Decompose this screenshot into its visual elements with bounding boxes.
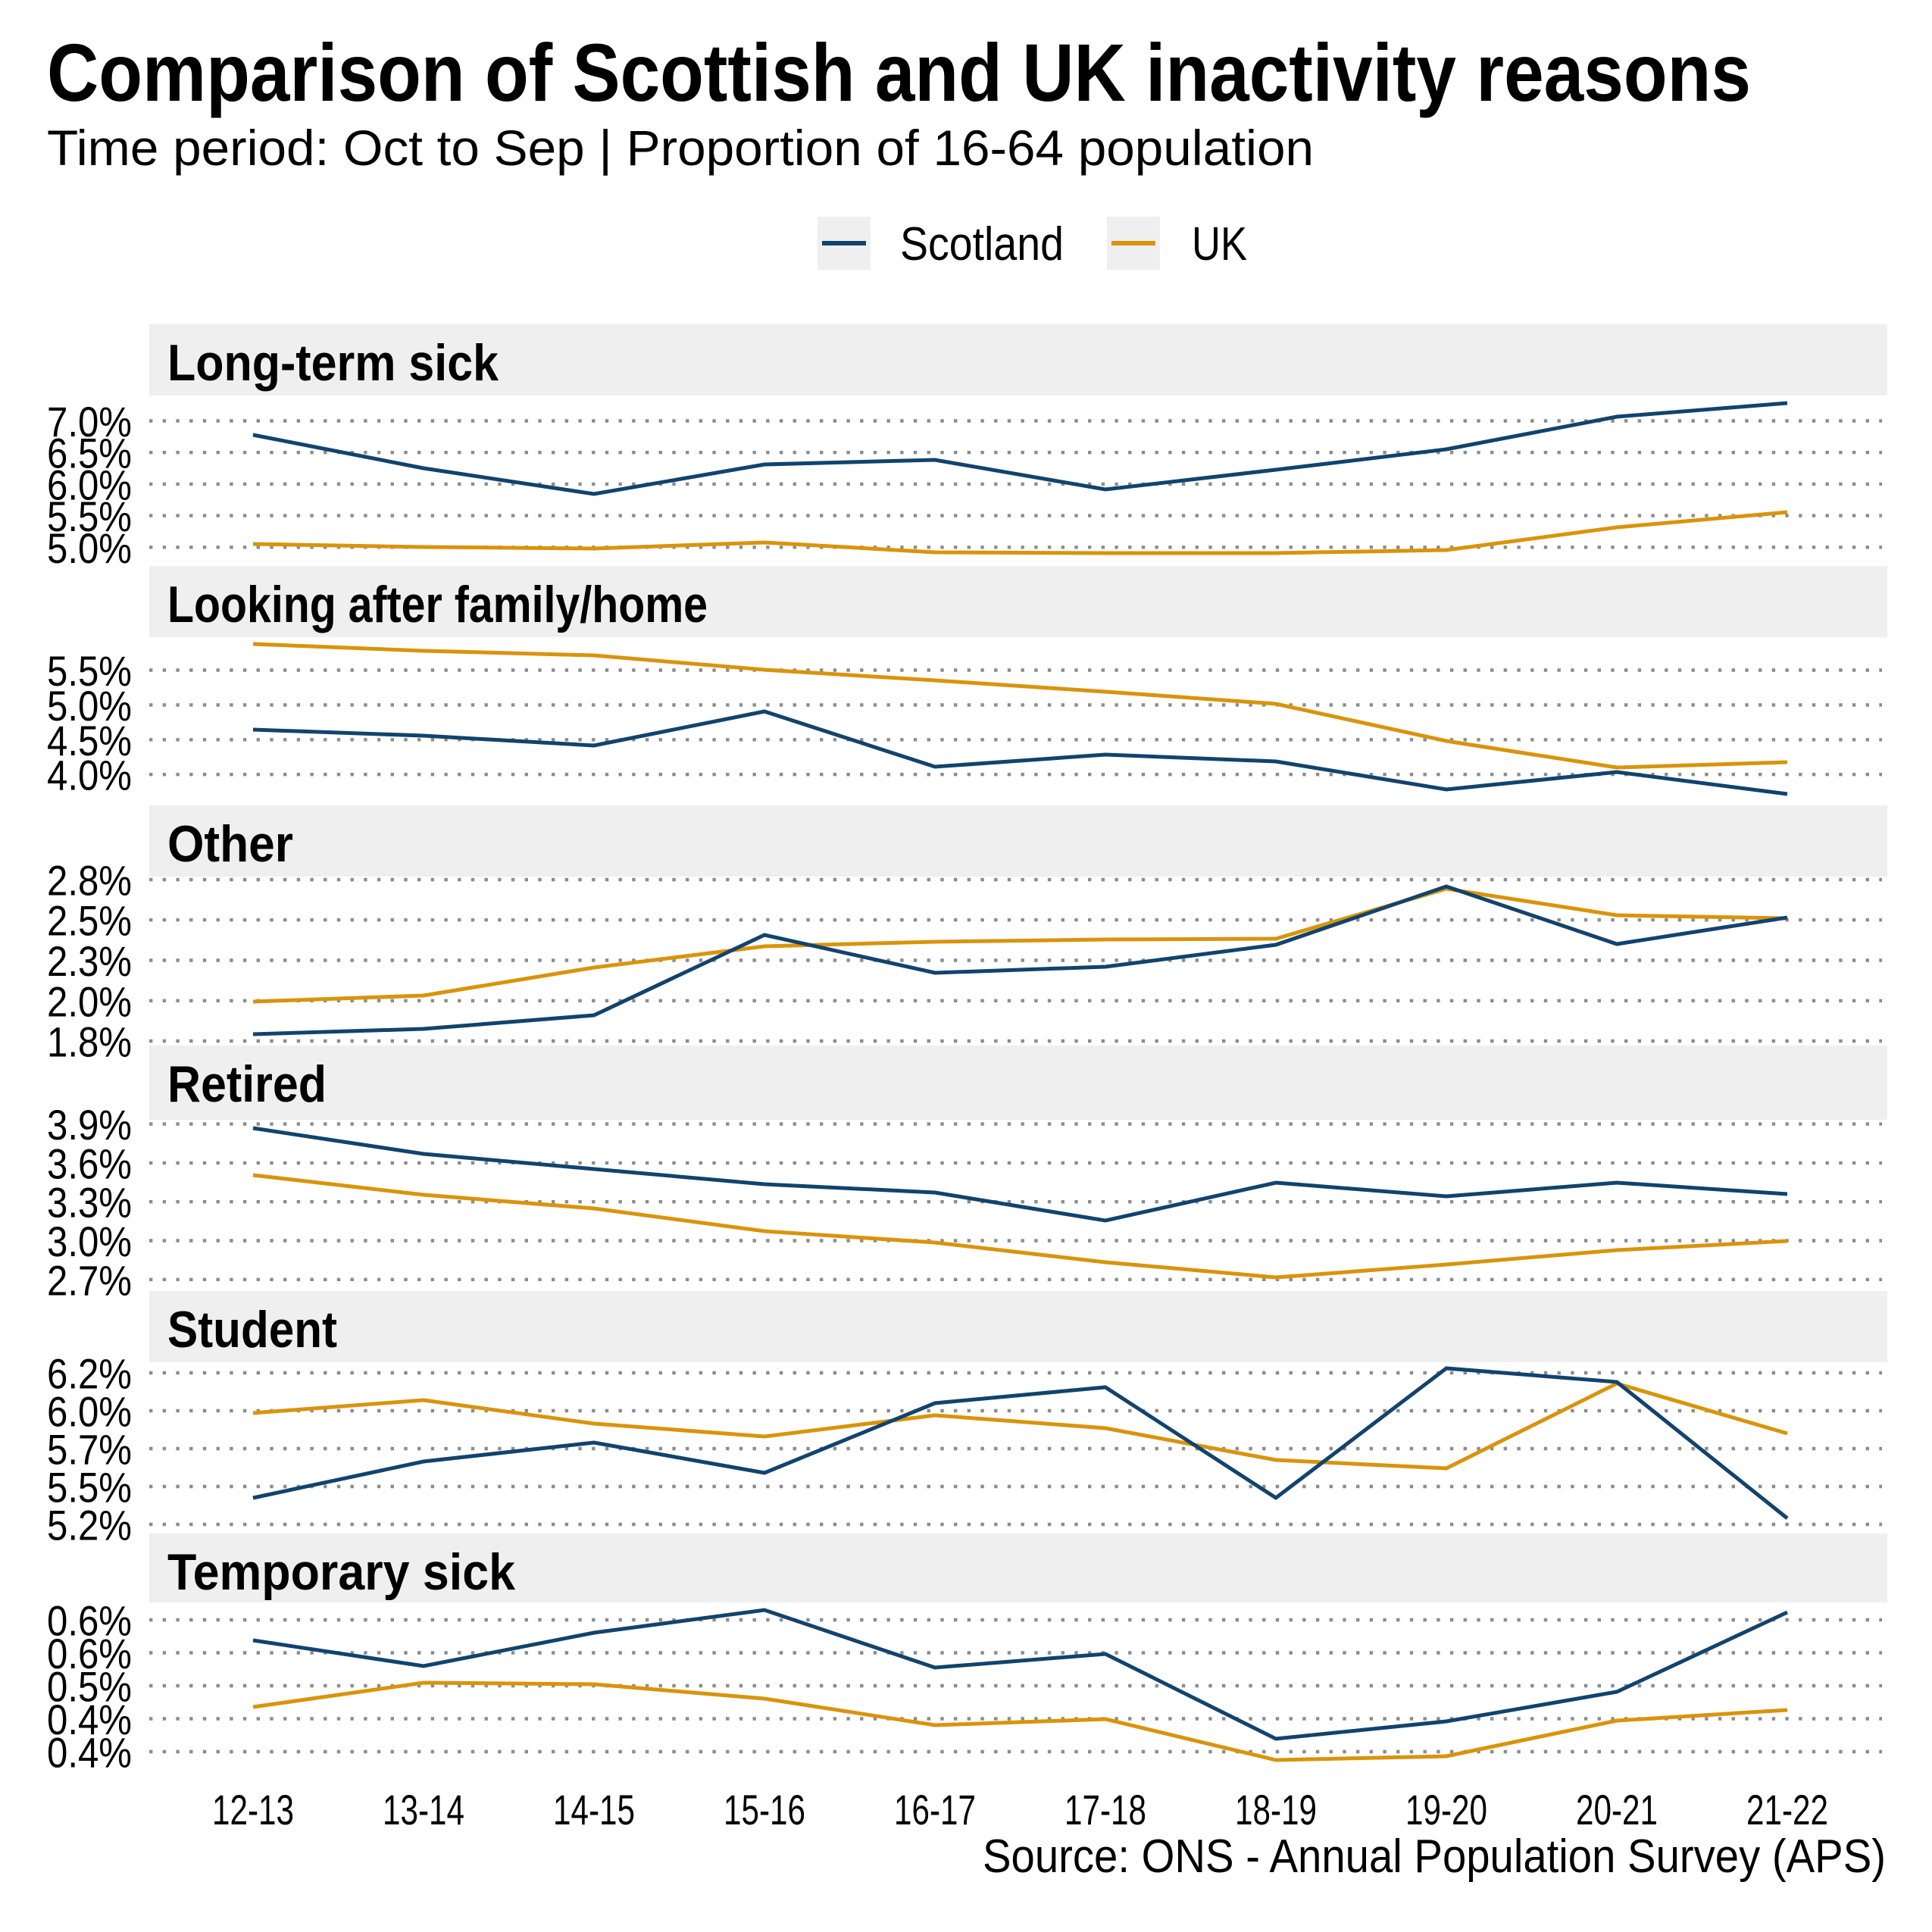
svg-text:5.0%: 5.0% [47, 524, 132, 572]
svg-text:Looking after family/home: Looking after family/home [167, 576, 708, 633]
svg-text:3.0%: 3.0% [47, 1218, 132, 1265]
svg-text:6.0%: 6.0% [47, 461, 132, 508]
svg-text:UK: UK [1192, 218, 1247, 270]
svg-text:5.0%: 5.0% [47, 682, 132, 730]
svg-text:Long-term sick: Long-term sick [167, 334, 499, 392]
svg-text:5.5%: 5.5% [47, 492, 132, 540]
svg-text:3.3%: 3.3% [47, 1179, 132, 1227]
svg-text:20-21: 20-21 [1576, 1786, 1658, 1834]
svg-text:Comparison of Scottish and UK: Comparison of Scottish and UK inactivity… [47, 27, 1751, 118]
svg-text:Scotland: Scotland [900, 218, 1064, 270]
svg-text:2.5%: 2.5% [47, 897, 132, 945]
svg-text:3.9%: 3.9% [47, 1101, 132, 1149]
svg-text:21-22: 21-22 [1746, 1786, 1828, 1834]
svg-text:14-15: 14-15 [553, 1786, 635, 1834]
svg-text:18-19: 18-19 [1235, 1786, 1317, 1834]
svg-text:5.2%: 5.2% [47, 1502, 132, 1549]
svg-text:7.0%: 7.0% [47, 398, 132, 445]
svg-text:0.6%: 0.6% [47, 1597, 132, 1645]
svg-text:16-17: 16-17 [894, 1786, 976, 1834]
svg-text:0.6%: 0.6% [47, 1630, 132, 1677]
svg-text:17-18: 17-18 [1064, 1786, 1146, 1834]
svg-text:Time period: Oct to Sep | Prop: Time period: Oct to Sep | Proportion of … [47, 120, 1314, 176]
svg-text:5.7%: 5.7% [47, 1426, 132, 1474]
svg-text:2.8%: 2.8% [47, 857, 132, 905]
svg-text:0.4%: 0.4% [47, 1729, 132, 1777]
svg-text:13-14: 13-14 [383, 1786, 464, 1834]
svg-text:Retired: Retired [167, 1055, 327, 1113]
svg-text:12-13: 12-13 [212, 1786, 294, 1834]
svg-text:3.6%: 3.6% [47, 1140, 132, 1187]
svg-text:19-20: 19-20 [1405, 1786, 1487, 1834]
svg-text:4.5%: 4.5% [47, 717, 132, 764]
svg-text:2.0%: 2.0% [47, 977, 132, 1025]
svg-text:5.5%: 5.5% [47, 1464, 132, 1512]
svg-text:0.5%: 0.5% [47, 1663, 132, 1711]
svg-text:2.3%: 2.3% [47, 937, 132, 985]
svg-text:0.4%: 0.4% [47, 1696, 132, 1743]
svg-text:15-16: 15-16 [724, 1786, 805, 1834]
svg-text:6.5%: 6.5% [47, 430, 132, 477]
svg-text:6.0%: 6.0% [47, 1388, 132, 1436]
svg-text:Temporary sick: Temporary sick [167, 1543, 515, 1601]
svg-text:1.8%: 1.8% [47, 1018, 132, 1066]
svg-text:6.2%: 6.2% [47, 1350, 132, 1398]
svg-text:4.0%: 4.0% [47, 752, 132, 799]
svg-text:Other: Other [167, 815, 293, 873]
svg-text:5.5%: 5.5% [47, 647, 132, 695]
svg-text:Student: Student [167, 1301, 337, 1358]
svg-text:Source: ONS - Annual Populatio: Source: ONS - Annual Population Survey (… [983, 1830, 1886, 1883]
svg-text:2.7%: 2.7% [47, 1256, 132, 1304]
